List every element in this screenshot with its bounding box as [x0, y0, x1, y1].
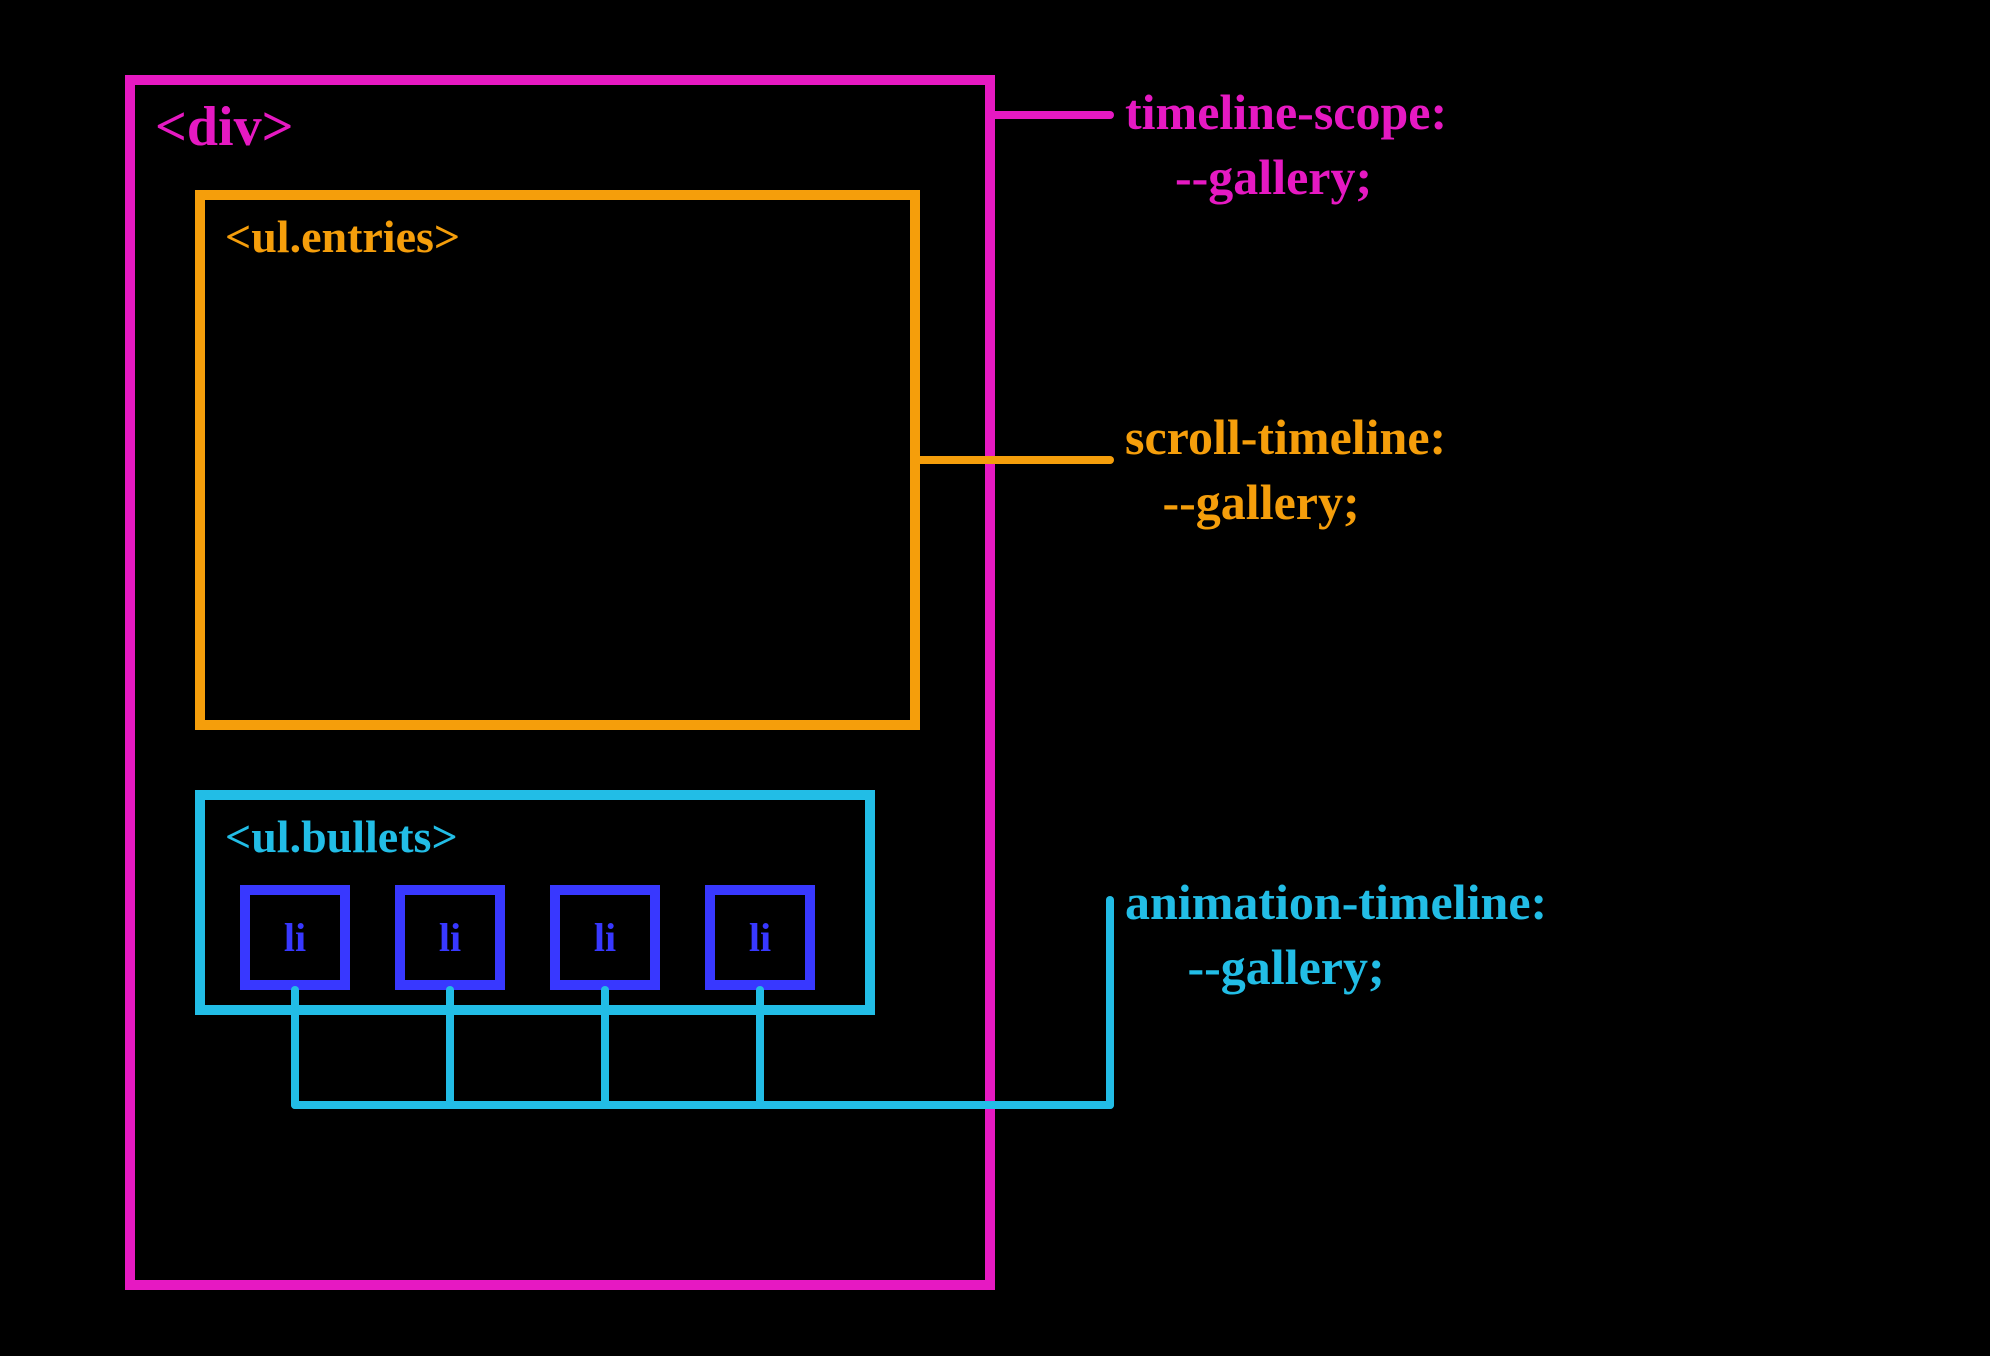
scroll-timeline-annotation: scroll-timeline: --gallery; — [1125, 405, 1446, 535]
li-item: li — [705, 885, 815, 990]
li-item: li — [550, 885, 660, 990]
ul-entries-label: <ul.entries> — [225, 210, 460, 263]
li-item: li — [240, 885, 350, 990]
outer-div-label: <div> — [155, 95, 294, 159]
animation-timeline-annotation: animation-timeline: --gallery; — [1125, 870, 1547, 1000]
li-item: li — [395, 885, 505, 990]
timeline-scope-annotation: timeline-scope: --gallery; — [1125, 80, 1447, 210]
ul-bullets-label: <ul.bullets> — [225, 810, 458, 863]
ul-entries-box: <ul.entries> — [195, 190, 920, 730]
